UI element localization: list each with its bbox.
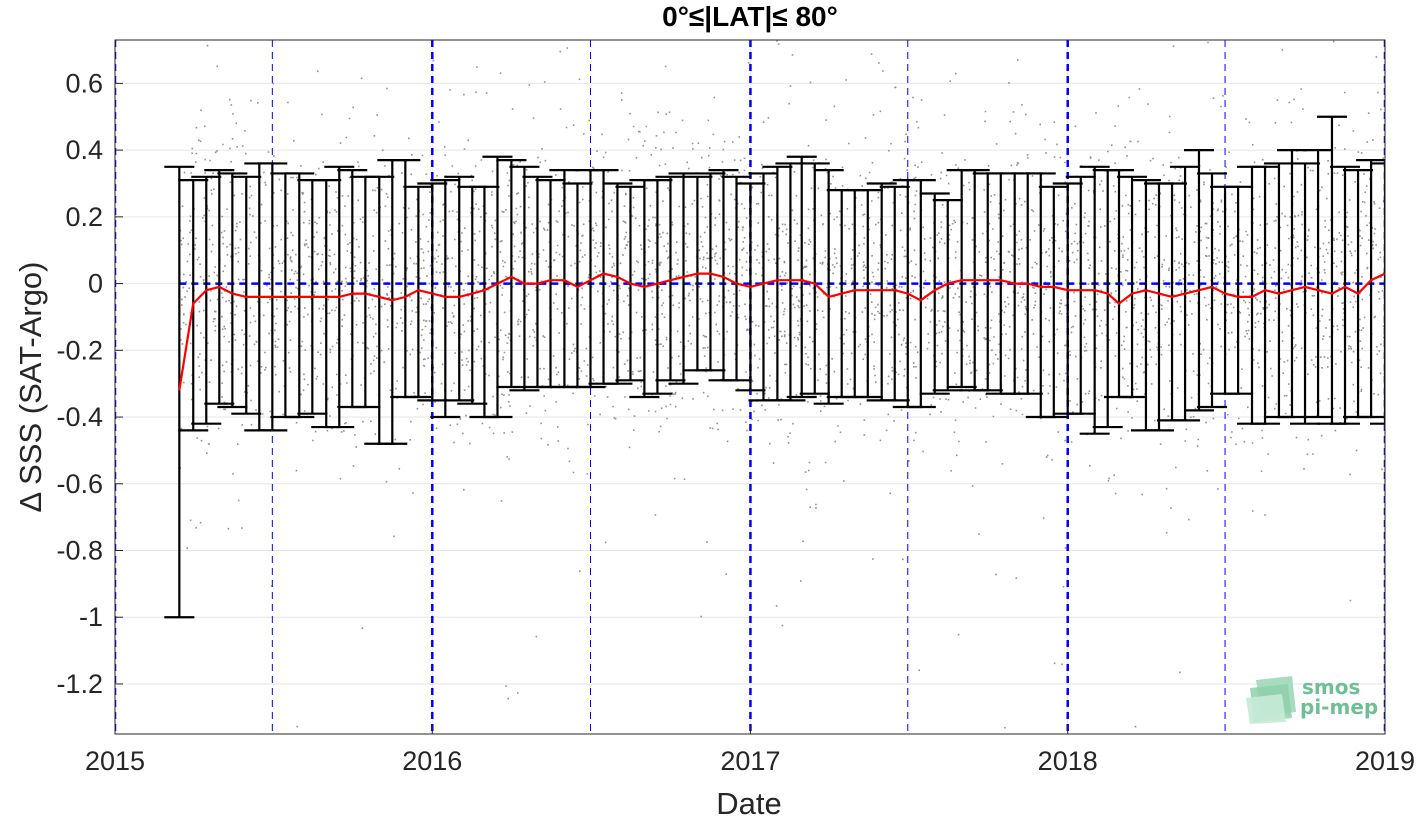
y-tick-label: -1 — [79, 602, 103, 632]
error-bar — [231, 175, 262, 415]
error-bar — [695, 172, 726, 372]
error-bar — [164, 165, 195, 619]
logo-line-2: pi-mep — [1300, 695, 1378, 719]
error-bar — [191, 175, 222, 425]
error-bar — [496, 159, 527, 389]
error-bar — [482, 155, 513, 419]
reference-lines — [115, 40, 1385, 734]
error-bar — [1290, 162, 1321, 425]
median-line — [178, 272, 1385, 391]
y-axis-ticks: 0.6 0.4 0.2 0 -0.2 -0.4 -0.6 -0.8 -1 -1.2 — [56, 68, 123, 699]
x-axis-ticks: 2015 2016 2017 2018 2019 — [85, 726, 1415, 776]
x-tick-label: 2015 — [85, 746, 145, 776]
error-bar — [1250, 165, 1281, 425]
error-bar — [879, 185, 910, 402]
error-bar — [1038, 185, 1069, 419]
error-bar — [1065, 175, 1096, 415]
y-tick-label: 0.2 — [65, 202, 103, 232]
y-tick-label: -0.4 — [56, 402, 103, 432]
error-bar — [1276, 149, 1307, 419]
error-bar — [444, 175, 475, 402]
error-bar — [655, 175, 686, 382]
error-bar — [786, 155, 817, 399]
error-bar — [1223, 185, 1254, 395]
x-tick-label: 2016 — [402, 746, 462, 776]
x-tick-label: 2018 — [1038, 746, 1098, 776]
error-bar — [1356, 159, 1385, 419]
error-bar — [642, 179, 673, 395]
error-bar — [430, 179, 461, 419]
error-bar — [1079, 165, 1110, 435]
chart-title: 0°≤|LAT|≤ 80° — [662, 1, 838, 32]
y-tick-label: -0.2 — [56, 335, 103, 365]
y-tick-label: -0.8 — [56, 535, 103, 565]
y-tick-label: 0 — [88, 269, 103, 299]
smos-pi-mep-logo: smos pi-mep — [1246, 675, 1378, 724]
logo-icon — [1246, 676, 1296, 724]
logo-line-1: smos — [1302, 675, 1360, 699]
error-bar — [602, 182, 633, 385]
error-bar — [1303, 149, 1334, 419]
error-bar — [668, 172, 699, 385]
error-bar — [799, 162, 830, 395]
y-tick-label: -1.2 — [56, 669, 103, 699]
y-tick-label: 0.4 — [65, 135, 103, 165]
error-bar — [1370, 162, 1385, 425]
error-bar — [905, 179, 936, 409]
error-bar — [813, 169, 844, 405]
y-axis-label: Δ SSS (SAT-Argo) — [13, 262, 48, 513]
error-bar — [1183, 149, 1214, 412]
error-bar — [919, 192, 950, 395]
error-bar — [1330, 165, 1361, 425]
error-bar — [721, 175, 752, 382]
error-bar — [417, 182, 448, 402]
y-tick-label: 0.6 — [65, 68, 103, 98]
x-axis-label: Date — [716, 786, 781, 819]
x-tick-label: 2019 — [1355, 746, 1415, 776]
error-bar — [509, 165, 540, 392]
error-bar — [284, 172, 315, 419]
x-tick-label: 2017 — [720, 746, 780, 776]
error-bar — [932, 199, 963, 392]
error-bar — [1197, 172, 1228, 409]
y-tick-label: -0.6 — [56, 469, 103, 499]
error-bar — [1117, 175, 1148, 399]
error-bar — [403, 185, 434, 399]
median-line-group — [178, 272, 1385, 391]
error-bar — [852, 189, 883, 399]
error-bar — [217, 172, 248, 409]
